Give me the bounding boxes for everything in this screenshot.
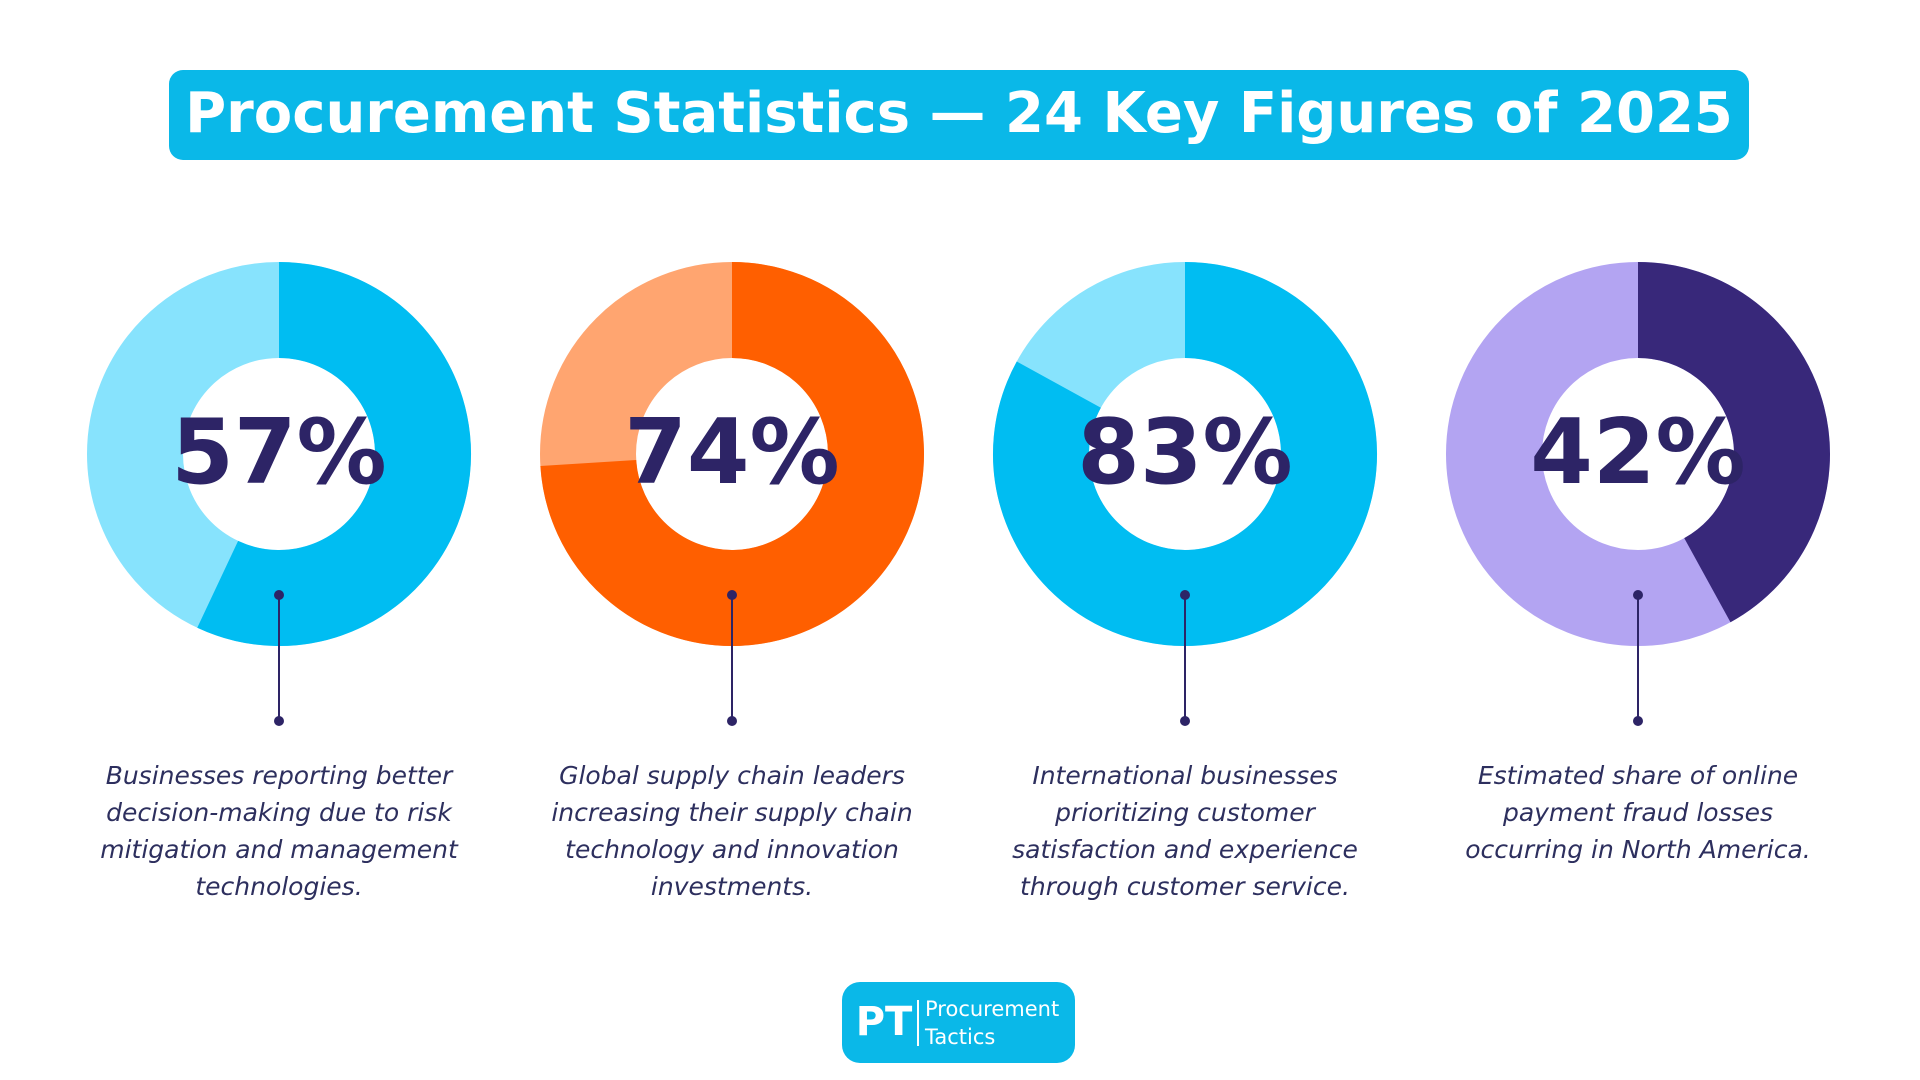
donut-segment [993,262,1377,646]
description: payment fraud losses [1502,798,1773,827]
value-label: 74% [624,400,839,505]
connector-dot [1633,716,1643,726]
description: technologies. [195,872,362,901]
value-label: 57% [171,400,386,505]
donut-segment [197,262,471,646]
description: occurring in North America. [1465,835,1810,864]
connector-dot [727,590,737,600]
description: prioritizing customer [1054,798,1317,827]
title: Procurement Statistics — 24 Key Figures … [185,81,1733,146]
connector-dot [1180,590,1190,600]
description: increasing their supply chain [551,798,912,827]
logo-box [842,982,1075,1063]
description: Global supply chain leaders [559,761,905,790]
description: Estimated share of online [1478,761,1798,790]
connector-dot [1633,590,1643,600]
description: satisfaction and experience [1012,835,1358,864]
connector-dot [727,716,737,726]
value-label: 83% [1077,400,1292,505]
description: International businesses [1032,761,1337,790]
description: technology and innovation [565,835,899,864]
donut-segment [1636,262,1830,623]
description: investments. [651,872,813,901]
value-label: 42% [1530,400,1745,505]
logo-text: Tactics [924,1025,995,1049]
donut-segment [540,262,924,646]
title-banner [169,70,1749,160]
connector-dot [274,590,284,600]
description: Businesses reporting better [106,761,454,790]
description: mitigation and management [100,835,459,864]
description: through customer service. [1020,872,1350,901]
description: decision-making due to risk [106,798,453,827]
logo-mark: PT [856,999,913,1045]
connector-dot [274,716,284,726]
connector-dot [1180,716,1190,726]
logo-text: Procurement [925,997,1059,1021]
